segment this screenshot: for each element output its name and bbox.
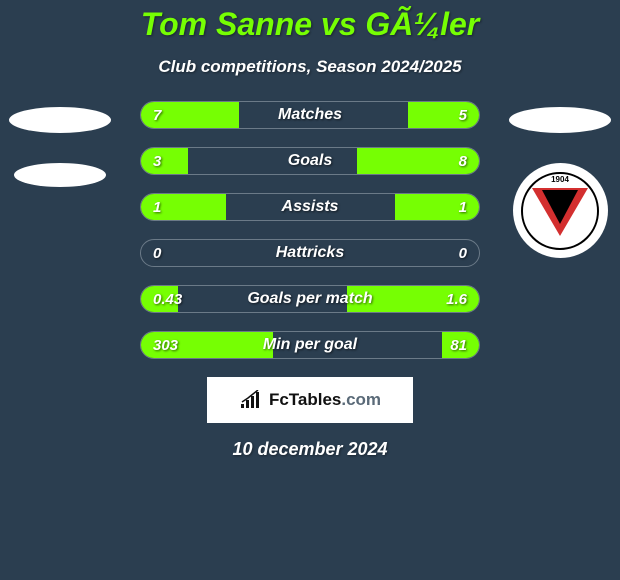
stat-value-right: 8 xyxy=(459,148,467,174)
stat-label: Goals xyxy=(141,148,479,174)
right-player-col: 1904 xyxy=(500,101,620,361)
stat-row: 0Hattricks0 xyxy=(140,239,480,267)
stat-value-right: 5 xyxy=(459,102,467,128)
stat-row: 7Matches5 xyxy=(140,101,480,129)
comparison-body: 1904 7Matches5 3Goals8 1Assists1 0Hattricks… xyxy=(0,101,620,359)
stat-row: 303Min per goal81 xyxy=(140,331,480,359)
stat-row: 3Goals8 xyxy=(140,147,480,175)
stat-label: Goals per match xyxy=(141,286,479,312)
fctables-logo-icon xyxy=(239,390,267,410)
stat-bars: 7Matches5 3Goals8 1Assists1 0Hattricks0 0.43… xyxy=(140,101,480,359)
player-right-ellipse-1 xyxy=(509,107,611,133)
club-badge-inner: 1904 xyxy=(521,172,599,250)
stat-value-right: 0 xyxy=(459,240,467,266)
page-title: Tom Sanne vs GÃ¼ler xyxy=(0,0,620,43)
stat-row: 1Assists1 xyxy=(140,193,480,221)
club-badge: 1904 xyxy=(513,163,608,258)
stat-row: 0.43Goals per match1.6 xyxy=(140,285,480,313)
player-left-ellipse-1 xyxy=(9,107,111,133)
stat-label: Min per goal xyxy=(141,332,479,358)
stat-label: Hattricks xyxy=(141,240,479,266)
stat-value-right: 81 xyxy=(450,332,467,358)
badge-v-black-icon xyxy=(542,190,578,224)
page-date: 10 december 2024 xyxy=(0,439,620,460)
stat-label: Matches xyxy=(141,102,479,128)
badge-year: 1904 xyxy=(549,175,571,184)
footer-brand-box: FcTables.com xyxy=(207,377,413,423)
page-subtitle: Club competitions, Season 2024/2025 xyxy=(0,57,620,77)
left-player-col xyxy=(0,101,120,361)
stat-label: Assists xyxy=(141,194,479,220)
stat-value-right: 1 xyxy=(459,194,467,220)
footer-brand-text: FcTables.com xyxy=(269,390,381,410)
footer-brand-main: FcTables xyxy=(269,390,341,409)
player-left-ellipse-2 xyxy=(14,163,106,187)
stat-value-right: 1.6 xyxy=(446,286,467,312)
footer-brand-suffix: .com xyxy=(341,390,381,409)
